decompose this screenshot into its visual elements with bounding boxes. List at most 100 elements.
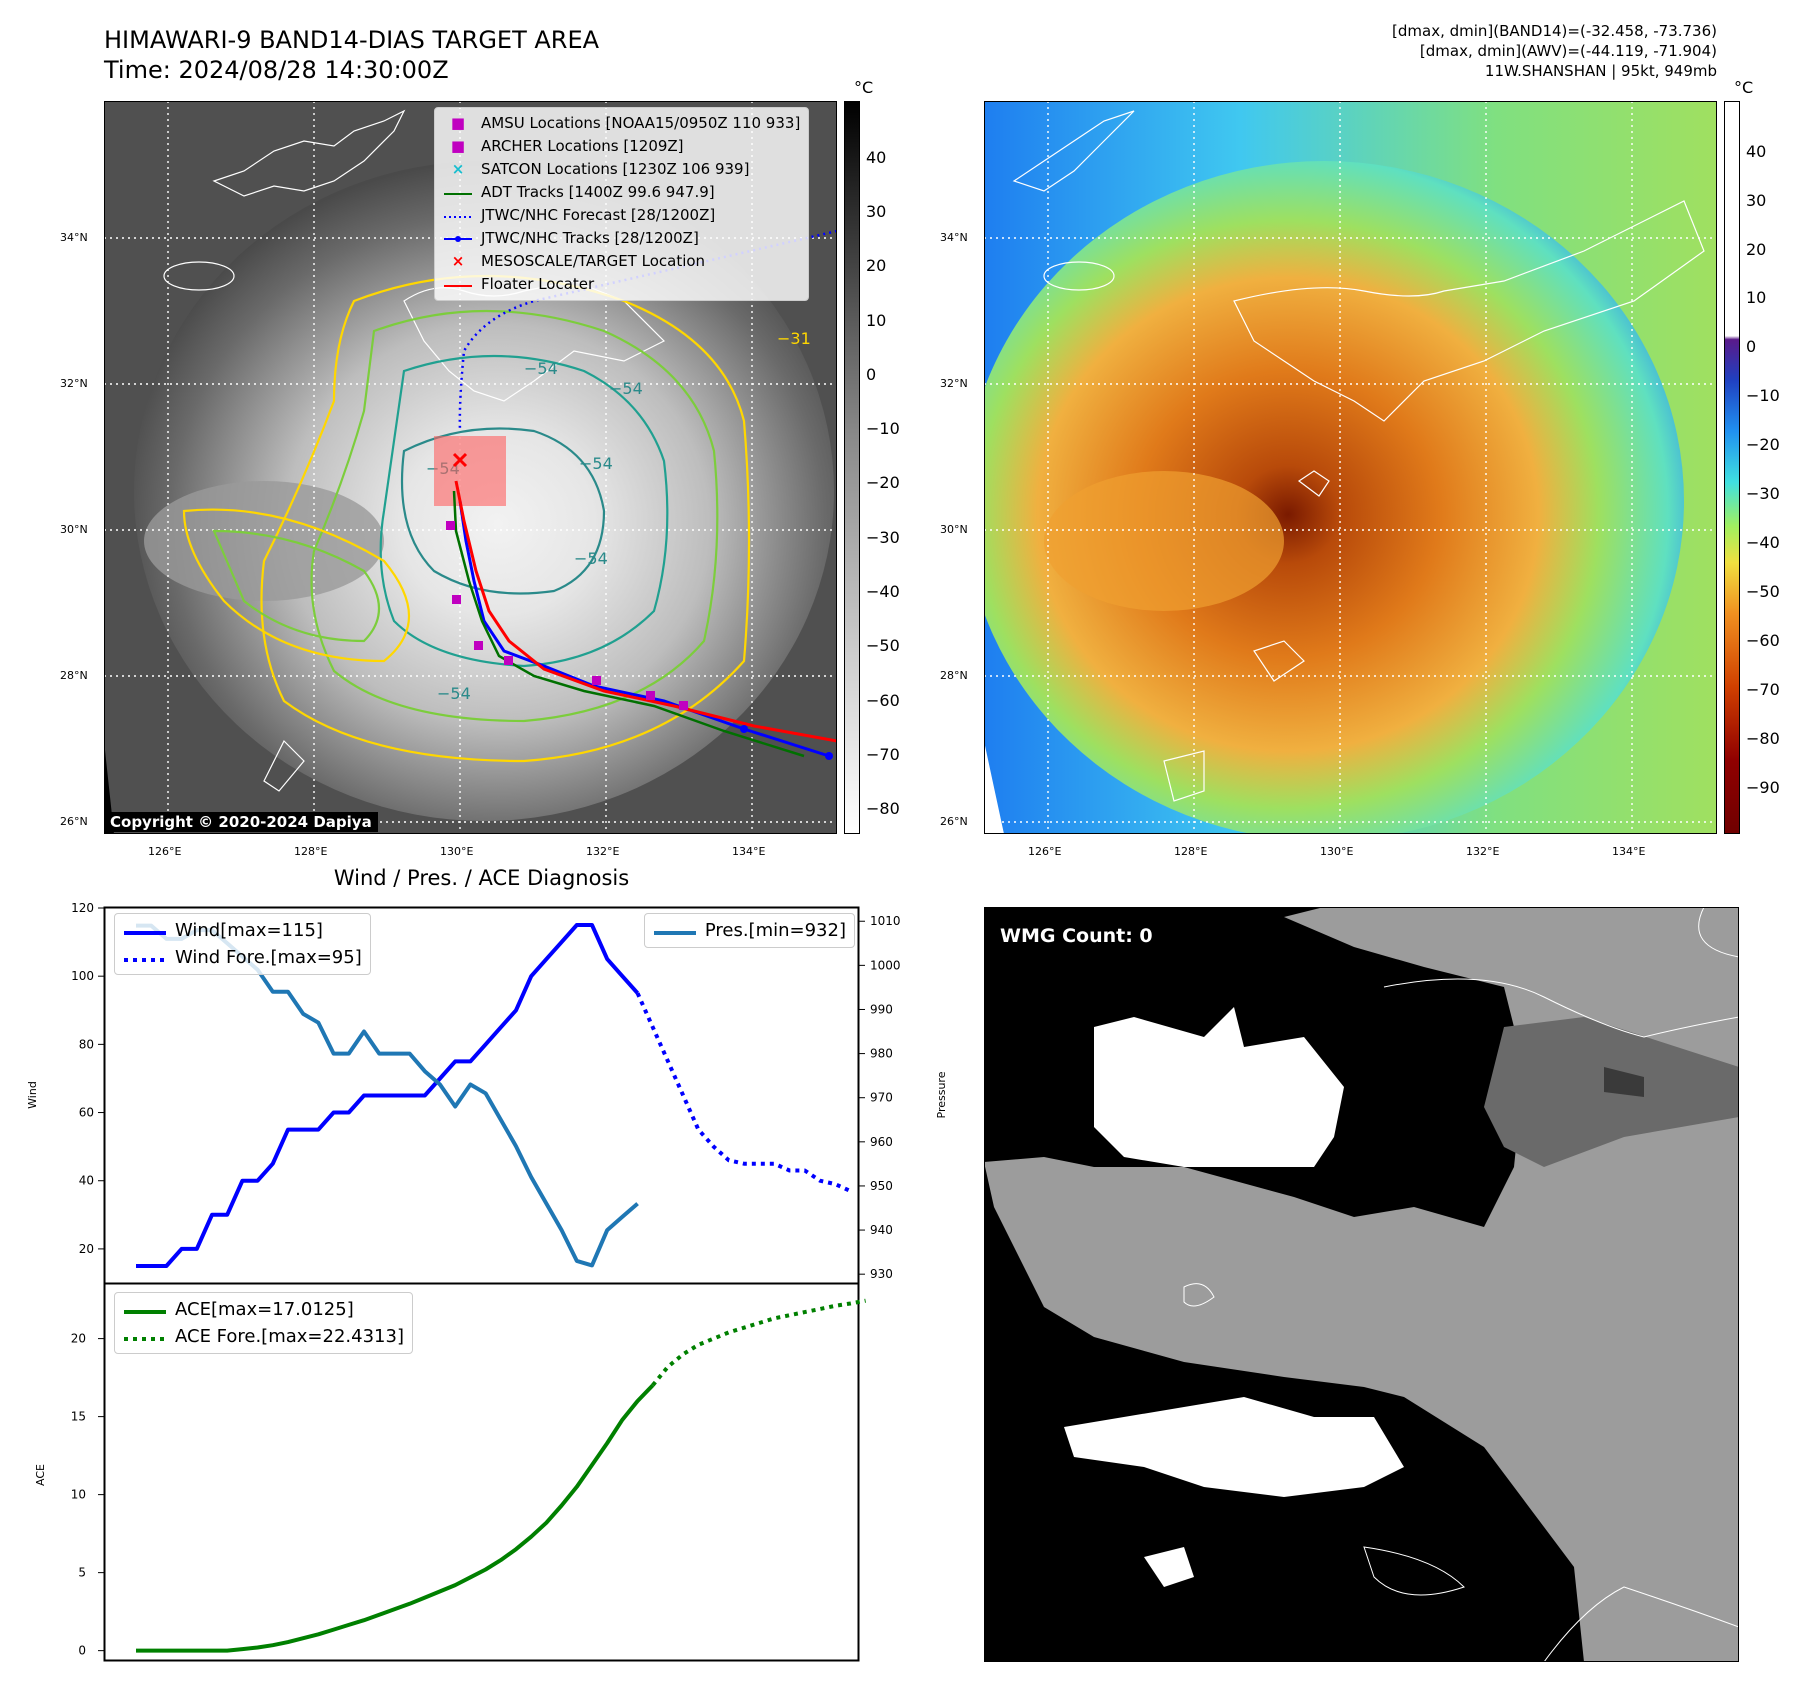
legend-label: SATCON Locations [1230Z 106 939] (481, 160, 750, 178)
contour-label: −31 (777, 329, 811, 348)
cb-tick: 10 (1746, 288, 1767, 307)
legend-item-ace: ACE[max=17.0125] (123, 1296, 404, 1323)
lat-label: 26°N (940, 815, 968, 828)
copyright-label: Copyright © 2020-2024 Dapiya (104, 812, 378, 832)
wmg-count-label: WMG Count: 0 (994, 923, 1159, 949)
cb-tick: −20 (866, 473, 900, 492)
cb-tick: −80 (866, 799, 900, 818)
cb-tick: 20 (1746, 240, 1767, 259)
lon-label: 130°E (1320, 845, 1354, 858)
wind-series-line (136, 923, 640, 1268)
legend-label: AMSU Locations [NOAA15/0950Z 110 933] (481, 114, 801, 132)
pressure-tick-label: 940 (870, 1223, 893, 1237)
contour-label: −54 (579, 454, 613, 473)
awv-map-panel (964, 101, 1717, 841)
wmg-image (984, 906, 1740, 1663)
cb-tick: 0 (1746, 337, 1757, 356)
pressure-tick-label: 970 (870, 1091, 893, 1105)
wind-legend: Wind[max=115] Wind Fore.[max=95] (114, 913, 371, 975)
pressure-tick-label: 950 (870, 1179, 893, 1193)
adt-track (452, 490, 805, 758)
cb-tick: −60 (866, 691, 900, 710)
lat-label: 32°N (940, 377, 968, 390)
cb-tick: −40 (866, 582, 900, 601)
legend-label: Wind[max=115] (175, 920, 323, 941)
figure-title: HIMAWARI-9 BAND14-DIAS TARGET AREA (104, 26, 600, 54)
legend-item-jtwc-tracks: JTWC/NHC Tracks [28/1200Z] (443, 227, 800, 250)
awv-map-image (964, 101, 1717, 841)
cb-tick: −50 (1746, 582, 1780, 601)
ir-map-panel: −54 −54 −54 −54 −54 −54 −31 ■AMSU Locati… (104, 101, 838, 834)
lat-label: 28°N (60, 669, 88, 682)
ir-colorbar-unit: °C (854, 78, 874, 97)
legend-label: JTWC/NHC Tracks [28/1200Z] (481, 229, 699, 247)
lat-label: 32°N (60, 377, 88, 390)
diagnosis-title: Wind / Pres. / ACE Diagnosis (333, 866, 630, 890)
lon-label: 134°E (1612, 845, 1646, 858)
legend-label: MESOSCALE/TARGET Location (481, 252, 706, 270)
lat-label: 30°N (60, 523, 88, 536)
cb-tick: −50 (866, 636, 900, 655)
wind-tick-label: 80 (79, 1037, 94, 1051)
ir-map-legend: ■ AMSU Locations [NOAA15/0950Z 110 933] ■… (434, 107, 810, 301)
pressure-tick-label: 990 (870, 1002, 893, 1016)
contour-label: −54 (574, 549, 608, 568)
cb-tick: −90 (1746, 778, 1780, 797)
cb-tick: −30 (1746, 484, 1780, 503)
legend-label: Floater Locater (481, 275, 595, 293)
wmg-panel: WMG Count: 0 (984, 906, 1740, 1663)
pressure-tick-label: 1000 (870, 958, 901, 972)
ir-colorbar (844, 101, 860, 834)
legend-item-wind-forecast: Wind Fore.[max=95] (123, 944, 362, 971)
legend-item-adt: ADT Tracks [1400Z 99.6 947.9] (443, 181, 800, 204)
cb-tick: 0 (866, 365, 877, 384)
lat-label: 34°N (940, 231, 968, 244)
legend-item-archer: ■ ARCHER Locations [1209Z] (443, 135, 800, 158)
cb-tick: −20 (1746, 435, 1780, 454)
legend-label: Wind Fore.[max=95] (175, 947, 362, 968)
cb-tick: −70 (1746, 680, 1780, 699)
floater-track (454, 480, 838, 743)
cb-tick: −30 (866, 528, 900, 547)
awv-colorbar-unit: °C (1734, 78, 1754, 97)
lon-label: 132°E (1466, 845, 1500, 858)
lat-label: 28°N (940, 669, 968, 682)
ace-series (136, 1298, 866, 1653)
cb-tick: −70 (866, 745, 900, 764)
wind-tick-label: 100 (71, 969, 94, 983)
pressure-tick-label: 960 (870, 1135, 893, 1149)
legend-label: ACE Fore.[max=22.4313] (175, 1326, 404, 1347)
legend-item-pressure: Pres.[min=932] (653, 917, 846, 944)
cb-tick: 30 (866, 202, 887, 221)
wind-forecast-series-line (635, 992, 852, 1193)
legend-item-wind: Wind[max=115] (123, 917, 362, 944)
target-box (434, 436, 506, 506)
legend-item-target: × MESOSCALE/TARGET Location (443, 250, 800, 273)
ace-axis-label: ACE (34, 1464, 47, 1486)
cb-tick: 10 (866, 311, 887, 330)
wind-pressure-series (136, 923, 852, 1268)
lon-label: 128°E (1174, 845, 1208, 858)
pressure-y-ticks: 1010 1000 990 980 970 960 950 940 930 (859, 914, 901, 1281)
pressure-legend: Pres.[min=932] (643, 913, 855, 948)
lon-label: 126°E (1028, 845, 1062, 858)
pressure-axis-label: Pressure (935, 1071, 948, 1118)
legend-label: ACE[max=17.0125] (175, 1299, 354, 1320)
legend-item-ace-forecast: ACE Fore.[max=22.4313] (123, 1323, 404, 1350)
ace-y-ticks: 20 15 10 5 0 (71, 1332, 104, 1658)
pressure-tick-label: 930 (870, 1267, 893, 1281)
pressure-tick-label: 980 (870, 1047, 893, 1061)
cb-tick: 40 (866, 148, 887, 167)
cb-tick: −60 (1746, 631, 1780, 650)
contour-label: −54 (524, 359, 558, 378)
lon-label: 128°E (294, 845, 328, 858)
ace-tick-label: 15 (71, 1410, 86, 1424)
wind-tick-label: 20 (79, 1242, 94, 1256)
lat-label: 26°N (60, 815, 88, 828)
lon-label: 132°E (586, 845, 620, 858)
cb-tick: −10 (866, 419, 900, 438)
legend-label: ADT Tracks [1400Z 99.6 947.9] (481, 183, 715, 201)
legend-label: ARCHER Locations [1209Z] (481, 137, 684, 155)
wind-axis-label: Wind (26, 1081, 39, 1109)
